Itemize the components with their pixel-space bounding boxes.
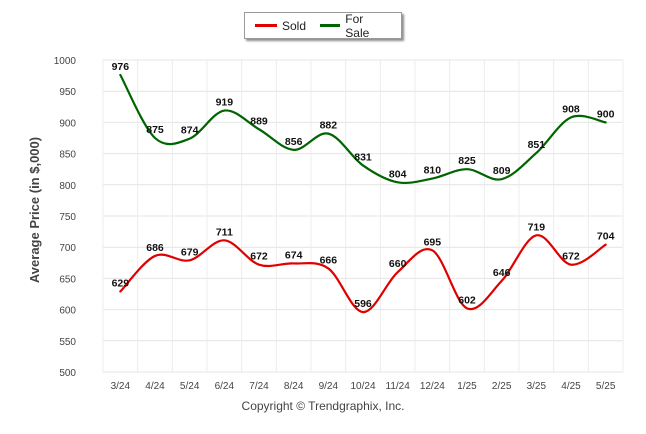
y-tick-label: 650 [59, 274, 76, 285]
copyright-text: Copyright © Trendgraphix, Inc. [241, 399, 405, 413]
data-label-for-sale: 809 [493, 165, 511, 177]
data-label-for-sale: 889 [250, 115, 268, 127]
x-tick-label: 11/24 [386, 381, 411, 392]
y-tick-label: 950 [59, 87, 76, 98]
data-label-sold: 629 [112, 278, 130, 290]
data-label-sold: 686 [146, 242, 164, 254]
legend-swatch-sold [255, 24, 277, 27]
x-tick-label: 3/24 [111, 381, 131, 392]
data-label-sold: 674 [285, 249, 303, 261]
x-tick-label: 5/24 [180, 381, 200, 392]
legend-item-for-sale[interactable]: For Sale [320, 12, 387, 40]
data-label-for-sale: 882 [320, 120, 338, 132]
data-label-sold: 646 [493, 267, 511, 279]
x-tick-label: 6/24 [215, 381, 235, 392]
legend: Sold For Sale [244, 12, 402, 40]
y-tick-label: 700 [59, 243, 76, 254]
x-tick-label: 1/25 [457, 381, 477, 392]
legend-label-sold: Sold [282, 18, 307, 33]
data-label-for-sale: 851 [528, 139, 546, 151]
x-tick-label: 9/24 [319, 381, 339, 392]
data-label-sold: 672 [562, 251, 580, 263]
data-label-for-sale: 825 [458, 155, 476, 167]
data-label-sold: 660 [389, 258, 407, 270]
y-tick-label: 800 [59, 181, 76, 192]
data-label-sold: 666 [320, 254, 338, 266]
series-lines [119, 73, 607, 314]
x-tick-label: 4/24 [145, 381, 165, 392]
x-tick-label: 10/24 [350, 381, 375, 392]
data-label-sold: 679 [181, 246, 199, 258]
data-labels: 629 686 679 711 672 674 666 596 660 695 602 646 719 6… [112, 61, 615, 310]
y-axis-ticks: 500 550 600 650 700 750 800 850 900 950 1000 [54, 56, 77, 379]
x-tick-label: 8/24 [284, 381, 304, 392]
data-label-sold: 711 [216, 226, 233, 238]
data-label-sold: 719 [528, 221, 546, 233]
series-line-sold [119, 234, 607, 314]
data-label-for-sale: 919 [216, 97, 234, 109]
x-tick-label: 5/25 [596, 381, 616, 392]
data-label-sold: 672 [250, 251, 268, 263]
legend-swatch-for-sale [320, 24, 341, 27]
series-line-for-sale [119, 73, 607, 185]
y-tick-label: 1000 [54, 56, 77, 67]
y-tick-label: 550 [59, 337, 76, 348]
data-label-sold: 602 [458, 294, 476, 306]
data-label-for-sale: 875 [146, 124, 164, 136]
y-tick-label: 500 [59, 368, 76, 379]
x-tick-label: 4/25 [561, 381, 581, 392]
data-label-for-sale: 804 [389, 168, 407, 180]
data-label-for-sale: 810 [424, 165, 442, 177]
x-axis-ticks: 3/24 4/24 5/24 6/24 7/24 8/24 9/24 10/24 11/24 12… [111, 381, 616, 392]
data-label-for-sale: 900 [597, 108, 615, 120]
y-tick-label: 750 [59, 212, 76, 223]
data-label-for-sale: 874 [181, 125, 199, 137]
x-tick-label: 3/25 [527, 381, 547, 392]
data-label-sold: 704 [597, 231, 615, 243]
x-tick-label: 12/24 [420, 381, 445, 392]
y-tick-label: 600 [59, 306, 76, 317]
y-tick-label: 900 [59, 118, 76, 129]
data-label-sold: 596 [354, 298, 372, 310]
y-tick-label: 850 [59, 150, 76, 161]
legend-item-sold[interactable]: Sold [255, 19, 306, 33]
grid-lines [102, 59, 624, 373]
data-label-for-sale: 908 [562, 103, 580, 115]
x-tick-label: 7/24 [249, 381, 269, 392]
data-label-for-sale: 831 [354, 151, 372, 163]
x-tick-label: 2/25 [492, 381, 512, 392]
legend-label-for-sale: For Sale [345, 11, 370, 40]
data-label-sold: 695 [424, 236, 442, 248]
data-label-for-sale: 976 [112, 61, 130, 73]
y-axis-label: Average Price (in $,000) [27, 136, 42, 284]
data-label-for-sale: 856 [285, 136, 303, 148]
